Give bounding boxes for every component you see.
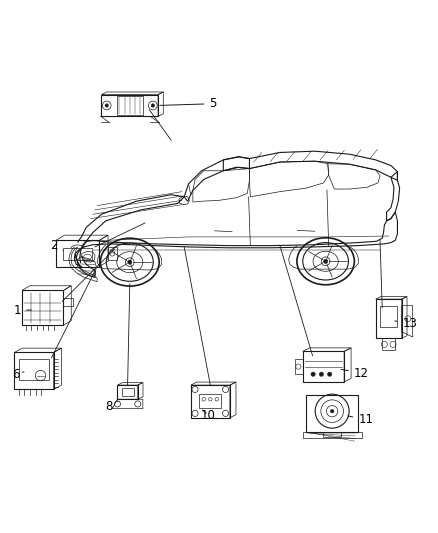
- Circle shape: [328, 372, 332, 376]
- Text: 5: 5: [160, 97, 217, 110]
- Circle shape: [330, 409, 334, 413]
- Text: 12: 12: [341, 367, 369, 379]
- Text: 1: 1: [14, 303, 31, 317]
- Circle shape: [105, 104, 109, 107]
- Circle shape: [127, 260, 132, 264]
- Circle shape: [319, 372, 324, 376]
- Circle shape: [151, 104, 155, 107]
- Text: 6: 6: [12, 368, 24, 381]
- Circle shape: [321, 257, 330, 265]
- Circle shape: [125, 258, 134, 266]
- Text: 8: 8: [105, 400, 118, 413]
- Text: 10: 10: [201, 409, 215, 422]
- Text: 13: 13: [395, 318, 417, 330]
- Circle shape: [323, 259, 328, 263]
- Circle shape: [311, 372, 315, 376]
- Text: 2: 2: [50, 239, 64, 252]
- Text: 11: 11: [348, 413, 373, 426]
